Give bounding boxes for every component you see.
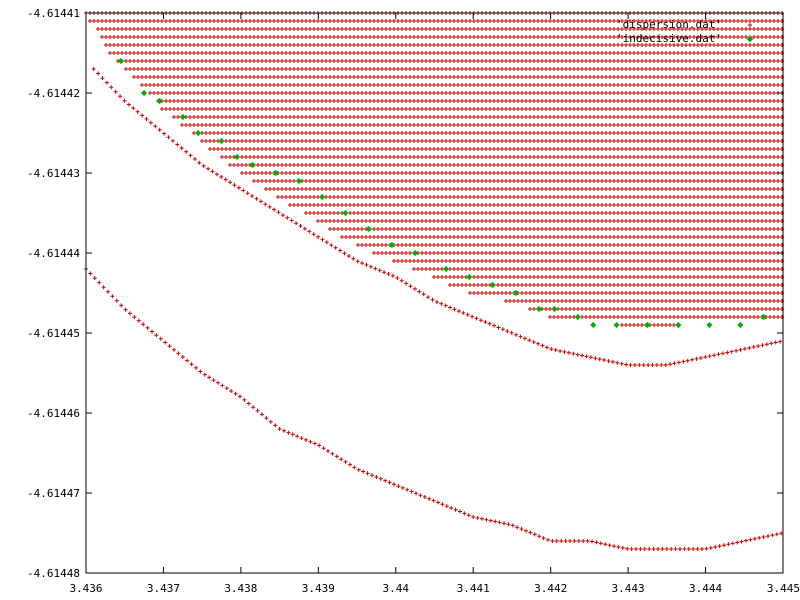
x-tick-label: 3.441 — [457, 582, 490, 595]
legend-sample-indecisive — [746, 35, 754, 43]
y-tick-label: -4.61447 — [27, 487, 80, 500]
dispersion-middle-branch — [91, 67, 783, 367]
y-tick-label: -4.61441 — [27, 7, 80, 20]
y-tick-label: -4.61445 — [27, 327, 80, 340]
indecisive-point — [141, 89, 148, 97]
x-tick-label: 3.445 — [767, 582, 800, 595]
indecisive-point — [319, 193, 326, 201]
indecisive-point — [156, 97, 163, 105]
legend-label-indecisive: 'indecisive.dat' — [616, 32, 722, 45]
indecisive-point — [388, 241, 395, 249]
indecisive-point — [412, 249, 419, 257]
y-tick-label: -4.61443 — [27, 167, 80, 180]
indecisive-point — [342, 209, 349, 217]
indecisive-point — [590, 321, 597, 329]
y-tick-label: -4.61448 — [27, 567, 80, 580]
indecisive-point — [195, 129, 202, 137]
indecisive-point — [179, 113, 186, 121]
indecisive-point — [535, 305, 543, 313]
indecisive-point — [272, 169, 279, 177]
indecisive-point — [233, 153, 241, 161]
indecisive-point — [249, 161, 256, 169]
indecisive-point — [760, 313, 767, 321]
x-tick-label: 3.436 — [69, 582, 102, 595]
indecisive-point — [443, 265, 450, 273]
x-tick-label: 3.444 — [689, 582, 722, 595]
legend-marker-dispersion — [748, 23, 752, 27]
indecisive-point — [706, 321, 713, 329]
indecisive-point — [117, 57, 124, 65]
x-tick-label: 3.439 — [302, 582, 335, 595]
indecisive-point — [613, 321, 620, 329]
x-tick-label: 3.437 — [147, 582, 180, 595]
y-axis: -4.61441 -4.61442 -4.61443 -4.61444 -4.61445… — [27, 7, 783, 580]
indecisive-point — [574, 313, 581, 321]
indecisive-point — [489, 281, 496, 289]
plot-border — [85, 12, 784, 574]
indecisive-point — [737, 321, 744, 329]
dispersion-dense-region — [84, 11, 784, 327]
y-tick-label: -4.61444 — [27, 247, 80, 260]
x-axis: 3.436 3.437 3.438 3.439 3.44 3.441 3.442 3.443 3… — [69, 13, 800, 595]
legend-sample-dispersion — [748, 23, 752, 27]
indecisive-point — [365, 225, 372, 233]
y-tick-label: -4.61446 — [27, 407, 80, 420]
legend-label-dispersion: 'dispersion.dat' — [616, 18, 722, 31]
indecisive-point — [551, 305, 558, 313]
axis-frame — [85, 12, 784, 574]
indecisive-point — [295, 177, 303, 185]
x-tick-label: 3.443 — [612, 582, 645, 595]
plot-area — [84, 11, 784, 551]
x-tick-label: 3.44 — [383, 582, 410, 595]
y-tick-label: -4.61442 — [27, 87, 80, 100]
indecisive-point — [466, 273, 473, 281]
legend-marker-indecisive — [746, 35, 754, 43]
indecisive-point — [644, 321, 651, 329]
indecisive-point — [675, 321, 682, 329]
x-tick-label: 3.442 — [534, 582, 567, 595]
x-tick-label: 3.438 — [224, 582, 257, 595]
legend: 'dispersion.dat' 'indecisive.dat' — [616, 18, 754, 45]
indecisive-point — [512, 289, 519, 297]
indecisive-point — [218, 137, 225, 145]
